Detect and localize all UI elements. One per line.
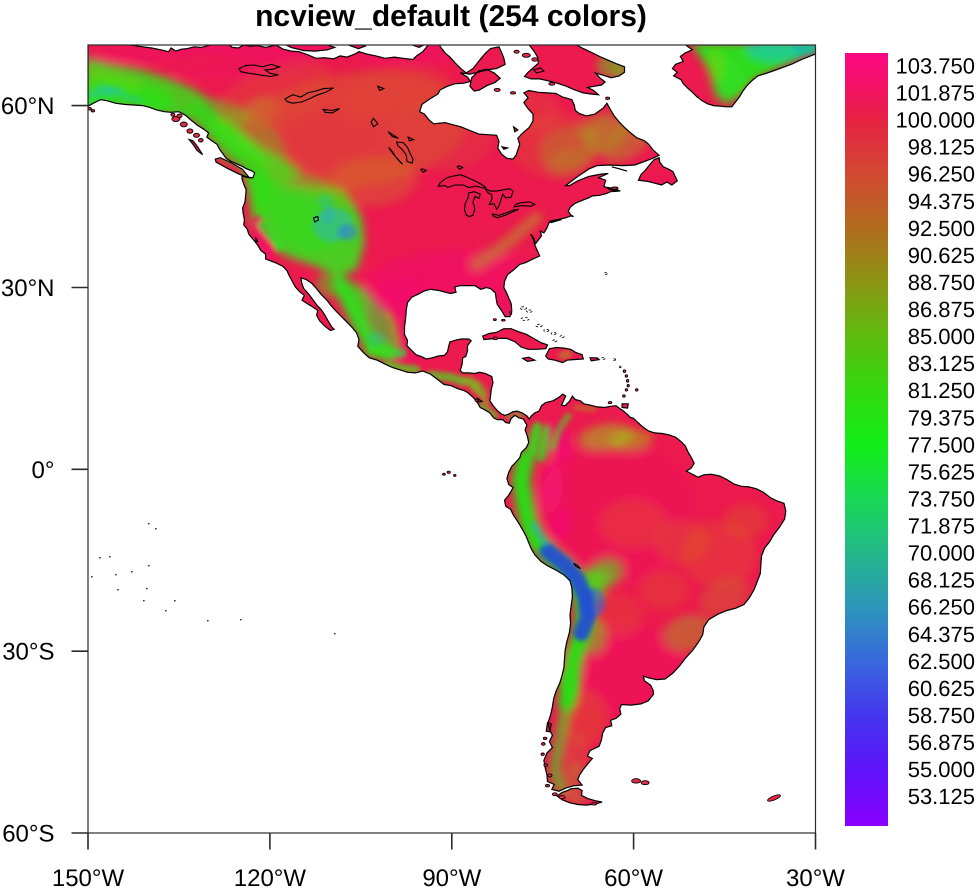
svg-text:75.625: 75.625 xyxy=(908,459,975,484)
svg-text:96.250: 96.250 xyxy=(908,162,975,187)
svg-text:71.875: 71.875 xyxy=(908,514,975,539)
svg-text:ncview_default (254 colors): ncview_default (254 colors) xyxy=(255,0,647,33)
svg-text:73.750: 73.750 xyxy=(908,487,975,512)
svg-text:60.625: 60.625 xyxy=(908,676,975,701)
svg-text:120°W: 120°W xyxy=(234,865,307,888)
svg-text:53.125: 53.125 xyxy=(908,784,975,809)
svg-text:68.125: 68.125 xyxy=(908,568,975,593)
svg-text:55.000: 55.000 xyxy=(908,757,975,782)
svg-text:60°W: 60°W xyxy=(604,865,663,888)
svg-text:30°S: 30°S xyxy=(2,639,54,666)
svg-text:66.250: 66.250 xyxy=(908,595,975,620)
svg-text:70.000: 70.000 xyxy=(908,541,975,566)
svg-text:103.750: 103.750 xyxy=(895,54,975,79)
svg-text:90.625: 90.625 xyxy=(908,243,975,268)
svg-text:64.375: 64.375 xyxy=(908,622,975,647)
svg-text:0°: 0° xyxy=(32,457,55,484)
svg-text:83.125: 83.125 xyxy=(908,351,975,376)
svg-text:150°W: 150°W xyxy=(52,865,125,888)
svg-text:79.375: 79.375 xyxy=(908,405,975,430)
svg-text:85.000: 85.000 xyxy=(908,324,975,349)
svg-text:100.000: 100.000 xyxy=(895,108,975,133)
svg-text:92.500: 92.500 xyxy=(908,216,975,241)
svg-text:58.750: 58.750 xyxy=(908,703,975,728)
svg-text:30°N: 30°N xyxy=(1,275,55,302)
svg-text:60°N: 60°N xyxy=(1,93,55,120)
svg-text:81.250: 81.250 xyxy=(908,378,975,403)
svg-text:30°W: 30°W xyxy=(786,865,845,888)
svg-text:56.875: 56.875 xyxy=(908,730,975,755)
svg-text:88.750: 88.750 xyxy=(908,270,975,295)
svg-text:86.875: 86.875 xyxy=(908,297,975,322)
svg-text:62.500: 62.500 xyxy=(908,649,975,674)
svg-text:101.875: 101.875 xyxy=(895,81,975,106)
svg-text:90°W: 90°W xyxy=(422,865,481,888)
svg-text:98.125: 98.125 xyxy=(908,135,975,160)
svg-text:77.500: 77.500 xyxy=(908,432,975,457)
svg-text:94.375: 94.375 xyxy=(908,189,975,214)
svg-text:60°S: 60°S xyxy=(2,821,54,848)
